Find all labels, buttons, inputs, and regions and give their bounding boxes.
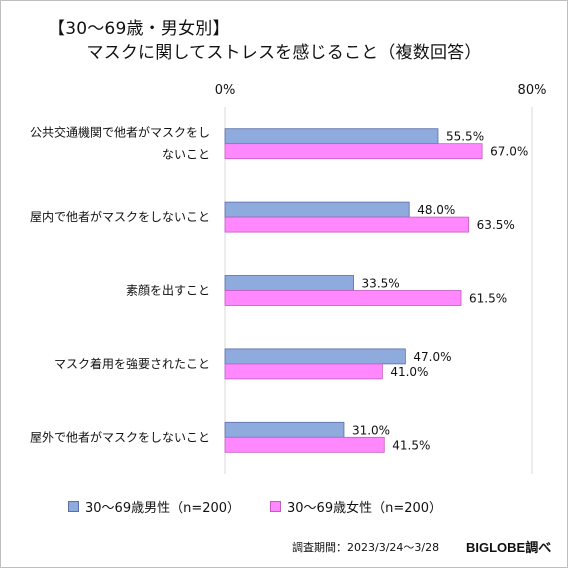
x-tick-label: 0% — [215, 83, 236, 98]
bar — [224, 436, 385, 453]
bar — [224, 290, 462, 306]
data-label: 55.5% — [446, 130, 484, 144]
x-tick-label: 80% — [518, 83, 547, 98]
legend-swatch-female — [270, 501, 281, 512]
data-label: 41.5% — [392, 438, 430, 452]
legend-label-male: 30～69歳男性（n=200） — [85, 501, 241, 516]
data-label: 31.0% — [352, 423, 390, 437]
bar — [224, 363, 383, 380]
data-label: 33.5% — [362, 277, 400, 291]
legend-label-female: 30～69歳女性（n=200） — [287, 501, 443, 516]
data-label: 41.0% — [390, 365, 428, 379]
category-label: 公共交通機関で他者がマスクをし — [30, 125, 210, 140]
source-brand: BIGLOBE調べ — [466, 540, 552, 555]
data-label: 47.0% — [413, 350, 451, 364]
bar — [224, 216, 470, 233]
legend-item-female: 30～69歳女性（n=200） — [270, 497, 442, 516]
bar — [224, 275, 354, 291]
legend-swatch-male — [68, 501, 79, 512]
data-label: 61.5% — [469, 292, 507, 306]
bar — [224, 348, 406, 365]
category-label: 素顔を出すこと — [126, 283, 210, 298]
bar — [224, 201, 410, 218]
bar — [224, 421, 345, 438]
category-label: マスク着用を強要されたこと — [54, 356, 210, 371]
chart-title-line1: 【30～69歳・男女別】 — [48, 19, 230, 39]
data-label: 48.0% — [417, 203, 455, 217]
category-label: ないこと — [162, 148, 210, 162]
bar — [224, 128, 439, 145]
legend-item-male: 30～69歳男性（n=200） — [68, 497, 240, 516]
survey-period: 調査期間：2023/3/24～3/28 — [292, 541, 440, 554]
chart-title-line2: マスクに関してストレスを感じること（複数回答） — [86, 43, 482, 63]
category-label: 屋内で他者がマスクをしないこと — [30, 209, 210, 224]
data-label: 63.5% — [477, 218, 515, 232]
bar — [224, 143, 483, 160]
category-label: 屋外で他者がマスクをしないこと — [30, 429, 210, 444]
data-label: 67.0% — [490, 145, 528, 159]
